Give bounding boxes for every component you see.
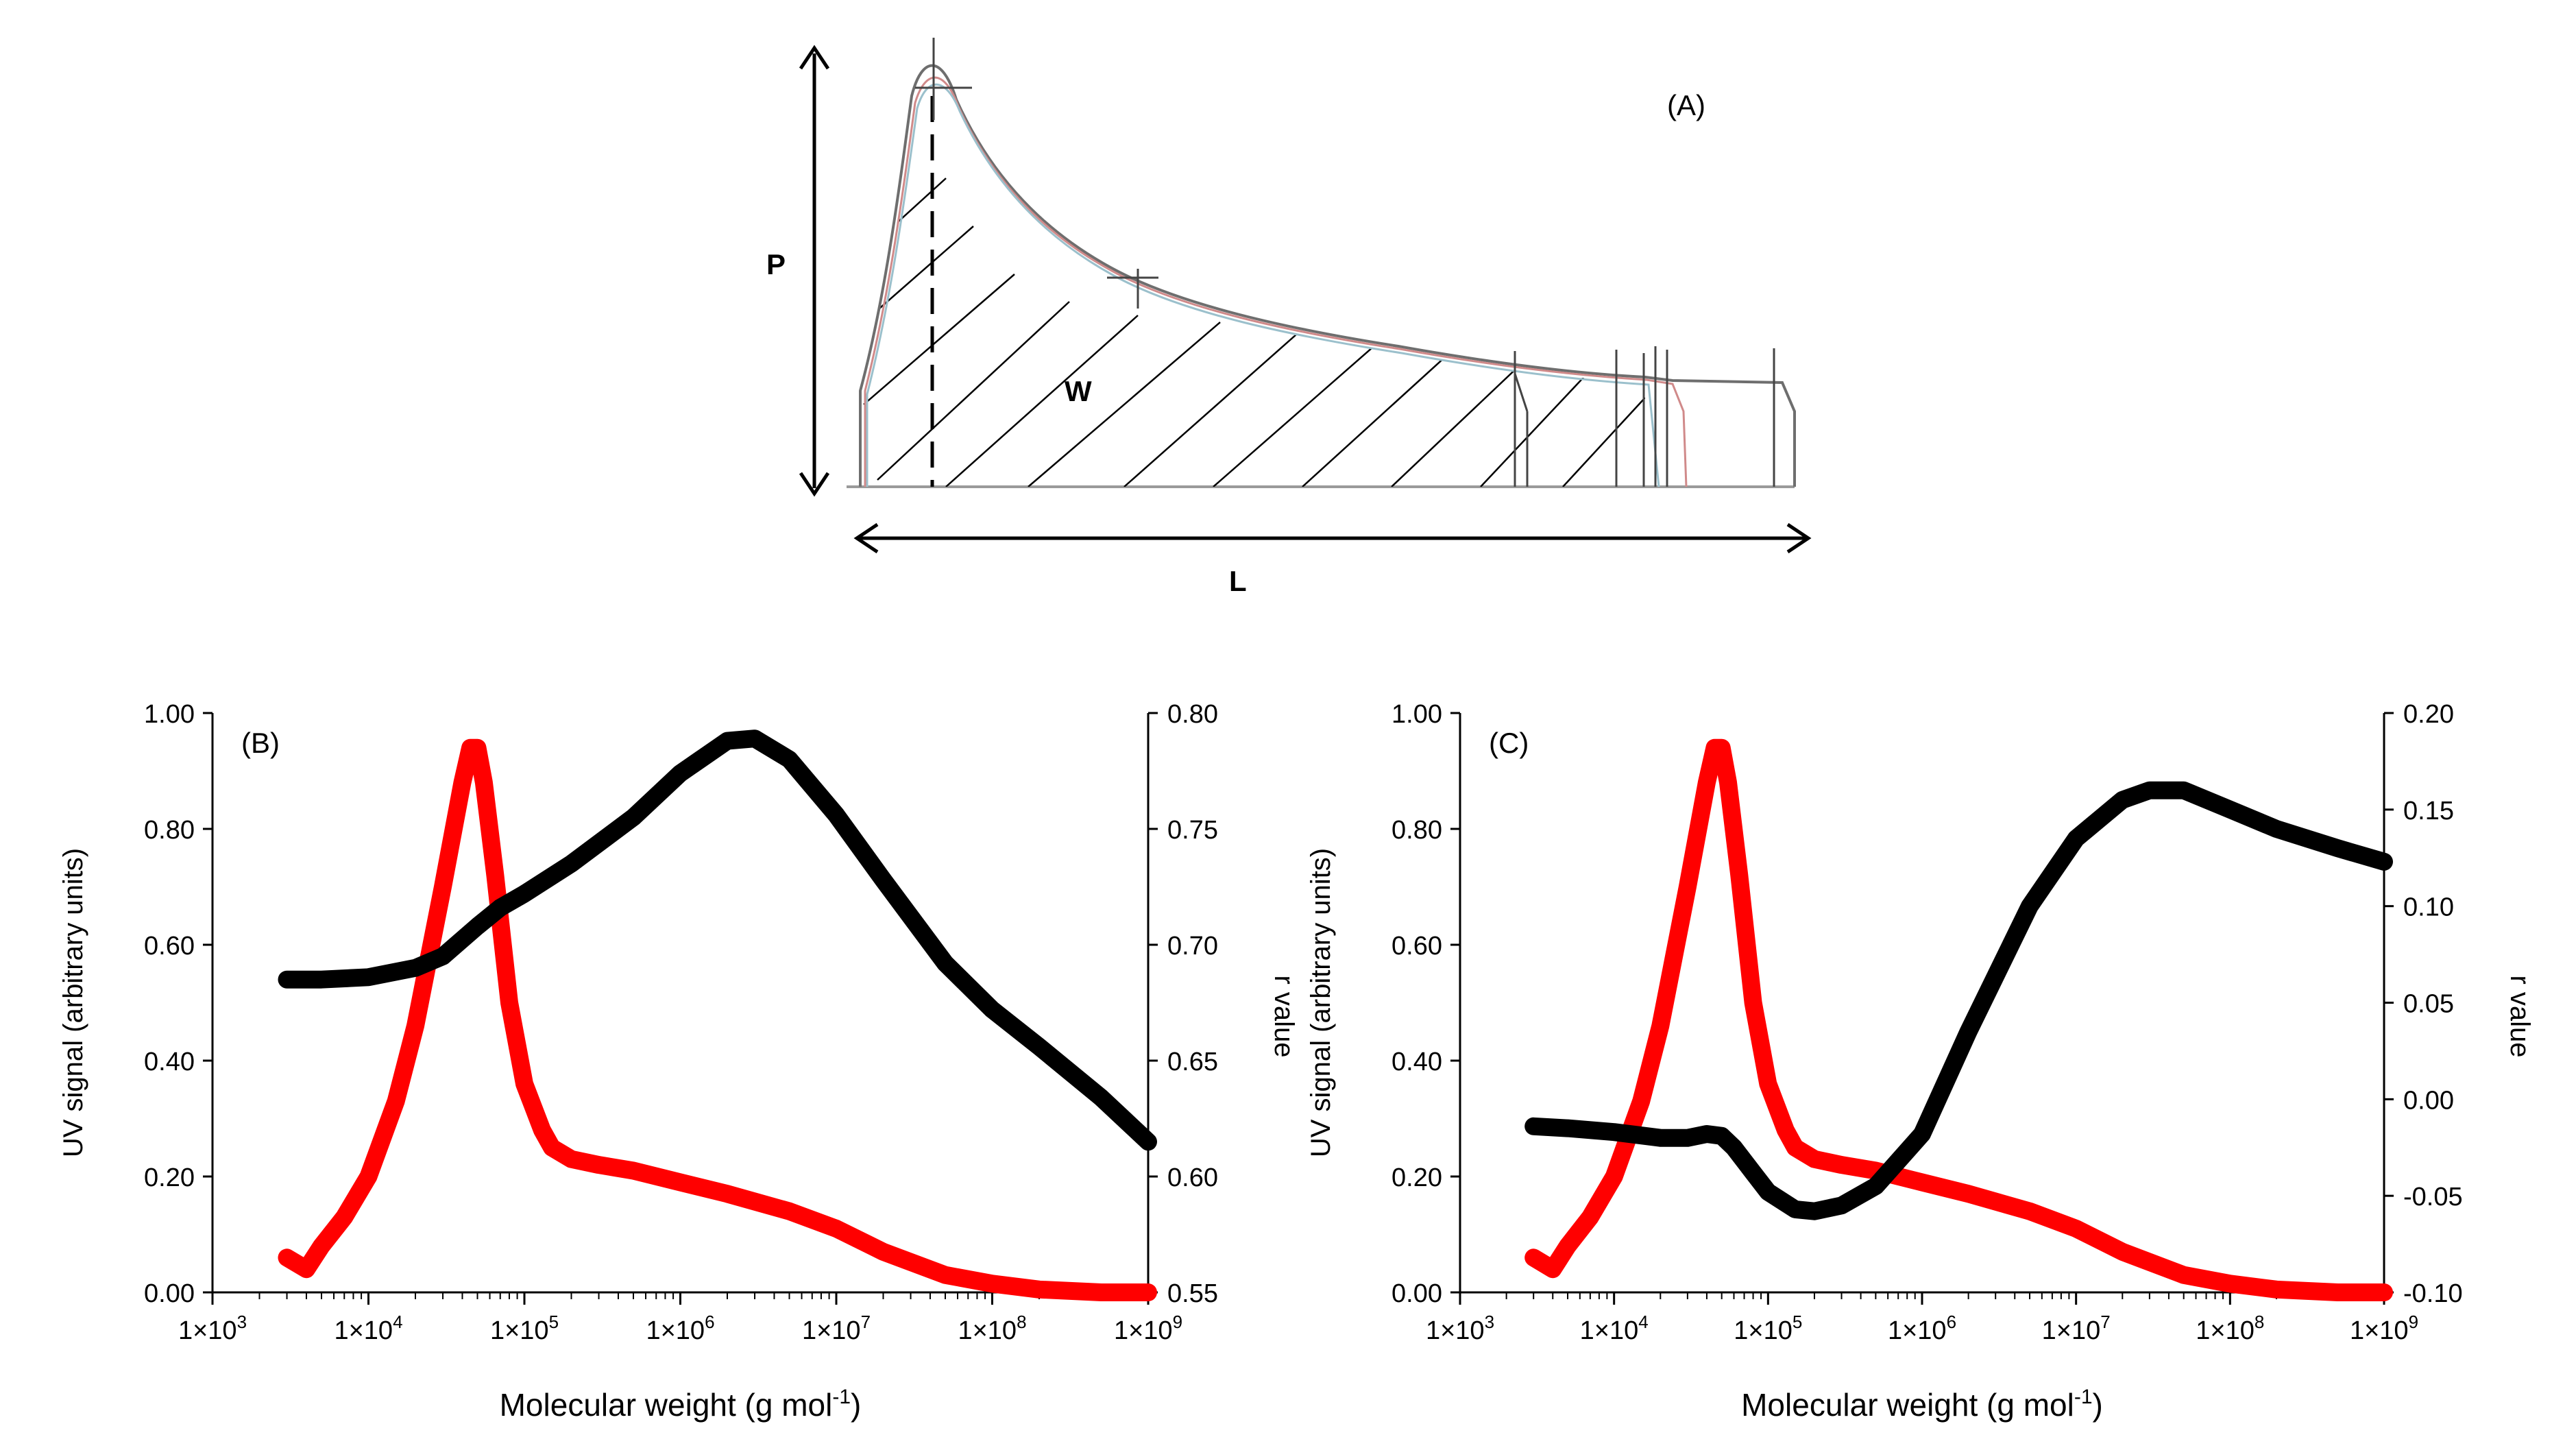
x-tick-label: 1×103 (1426, 1312, 1494, 1345)
y-right-tick-label: 0.65 (1167, 1048, 1218, 1076)
y-left-tick-label: 0.00 (144, 1279, 195, 1308)
x-tick-label: 1×109 (1114, 1312, 1182, 1345)
x-tick-label: 1×108 (958, 1312, 1026, 1345)
x-tick-label: 1×104 (1580, 1312, 1649, 1345)
y-right-tick-label: 0.15 (2403, 797, 2454, 825)
x-tick-label: 1×106 (646, 1312, 714, 1345)
y-right-tick-label: 0.10 (2403, 893, 2454, 922)
x-tick-label: 1×104 (334, 1312, 402, 1345)
x-tick-label: 1×108 (2196, 1312, 2264, 1345)
y-right-tick-label: 0.05 (2403, 990, 2454, 1019)
segment-markers (1514, 346, 1775, 487)
uv-signal-series-line (278, 738, 1157, 1301)
y-right-axis-label: r value (1269, 975, 1299, 1057)
x-tick-label: 1×107 (2042, 1312, 2111, 1345)
y-right-tick-label: 0.60 (1167, 1163, 1218, 1192)
p-label: P (766, 248, 786, 280)
y-left-tick-label: 0.80 (1392, 816, 1442, 845)
x-axis-label: Molecular weight (g mol-1) (1741, 1386, 2103, 1423)
y-right-tick-label: 0.75 (1167, 816, 1218, 845)
y-right-tick-label: 0.20 (2403, 700, 2454, 729)
panel-label: (C) (1489, 727, 1529, 759)
x-tick-label: 1×105 (1734, 1312, 1802, 1345)
x-tick-label: 1×109 (2350, 1312, 2418, 1345)
x-tick-label: 1×106 (1888, 1312, 1956, 1345)
p-arrow (799, 45, 830, 497)
y-left-tick-label: 1.00 (1392, 700, 1442, 729)
y-left-axis-label: UV signal (arbitrary units) (1306, 848, 1336, 1157)
y-left-axis-label: UV signal (arbitrary units) (58, 848, 88, 1157)
l-label: L (1229, 565, 1247, 597)
y-left-tick-label: 0.60 (1392, 932, 1442, 961)
y-left-tick-label: 0.20 (1392, 1163, 1442, 1192)
r-value-series-line (278, 729, 1157, 1151)
chart-b: 0.00 0.20 0.40 0.60 0.80 1.00 0.55 0.60 0.65 0.70… (58, 700, 1299, 1423)
w-label: W (1065, 375, 1092, 407)
y-right-axis-label: r value (2505, 975, 2535, 1057)
y-right-tick-label: 0.80 (1167, 700, 1218, 729)
y-right-tick-label: -0.10 (2403, 1279, 2463, 1308)
y-left-tick-label: 0.00 (1392, 1279, 1442, 1308)
x-axis-label: Molecular weight (g mol-1) (500, 1386, 862, 1423)
curve-red (864, 76, 1688, 487)
y-right-tick-label: 0.70 (1167, 932, 1218, 961)
l-arrow (853, 522, 1812, 554)
y-left-tick-label: 0.40 (144, 1048, 195, 1076)
uv-signal-series-line (1524, 738, 2393, 1301)
r-value-series-line (1524, 781, 2393, 1220)
y-right-tick-label: 0.55 (1167, 1279, 1218, 1308)
x-tick-label: 1×107 (802, 1312, 871, 1345)
x-tick-label: 1×103 (178, 1312, 247, 1345)
y-right-tick-label: 0.00 (2403, 1086, 2454, 1115)
panel-label: (B) (241, 727, 280, 759)
y-left-tick-label: 0.60 (144, 932, 195, 961)
y-left-tick-label: 0.40 (1392, 1048, 1442, 1076)
y-right-tick-label: -0.05 (2403, 1183, 2463, 1211)
x-tick-label: 1×105 (490, 1312, 559, 1345)
curve-outer (859, 64, 1796, 487)
y-left-tick-label: 0.20 (144, 1163, 195, 1192)
y-left-tick-label: 1.00 (144, 700, 195, 729)
panel-a-diagram: P (766, 38, 1812, 597)
y-left-tick-label: 0.80 (144, 816, 195, 845)
curve-blue (866, 83, 1660, 487)
panel-a-label: (A) (1667, 89, 1705, 121)
chart-c: 0.00 0.20 0.40 0.60 0.80 1.00 -0.10 -0.05 0.00 0.… (1306, 700, 2535, 1423)
